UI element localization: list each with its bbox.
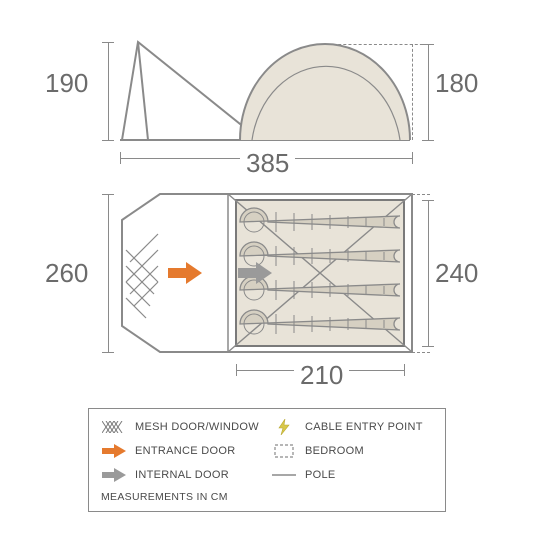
bedroom-icon (271, 443, 297, 459)
legend-box: MESH DOOR/WINDOW CABLE ENTRY POINT ENTRA… (88, 408, 446, 512)
floor-plan-svg (120, 190, 430, 360)
legend-mesh: MESH DOOR/WINDOW (135, 421, 265, 433)
entrance-icon (101, 443, 127, 459)
entrance-arrow-icon (168, 262, 202, 284)
legend-cable: CABLE ENTRY POINT (305, 421, 435, 433)
dim-height-rear: 180 (435, 68, 478, 99)
dim-line-260 (108, 194, 109, 352)
mesh-icon (101, 419, 127, 435)
dim-bedroom-length: 210 (294, 360, 349, 391)
dim-length-total: 385 (240, 148, 295, 179)
dim-line-190 (108, 42, 109, 140)
mesh-door-icon (126, 234, 158, 318)
dim-width-total: 260 (45, 258, 88, 289)
dash-rear-top (412, 44, 413, 140)
internal-icon (101, 467, 127, 483)
dim-line-240 (428, 200, 429, 346)
legend-bedroom: BEDROOM (305, 445, 435, 457)
cable-icon (271, 419, 297, 435)
diagram-canvas: 190 180 385 (40, 30, 495, 505)
units-note: MEASUREMENTS IN CM (101, 491, 433, 503)
dash-rear-h (328, 44, 428, 45)
legend-entrance: ENTRANCE DOOR (135, 445, 265, 457)
dim-bedroom-width: 240 (435, 258, 478, 289)
side-view-svg (120, 40, 420, 145)
dim-line-180 (428, 44, 429, 140)
dash-240 (412, 194, 413, 352)
pole-icon (271, 467, 297, 483)
side-elevation (120, 40, 400, 140)
legend-pole: POLE (305, 469, 435, 481)
floor-plan (120, 190, 420, 360)
dim-height-front: 190 (45, 68, 88, 99)
legend-internal: INTERNAL DOOR (135, 469, 265, 481)
